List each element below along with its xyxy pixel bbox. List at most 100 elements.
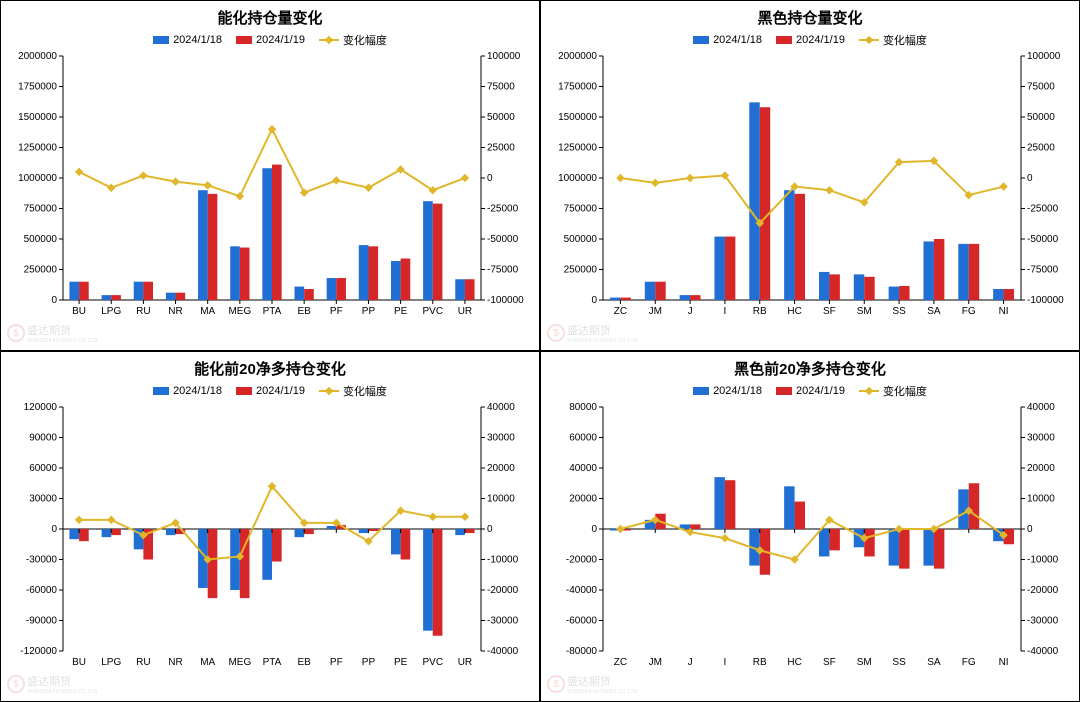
line-marker — [825, 186, 833, 194]
svg-text:NI: NI — [999, 657, 1009, 668]
line-marker — [171, 177, 179, 185]
bar-series2 — [272, 529, 282, 562]
bar-series2 — [655, 282, 665, 300]
line-marker — [461, 513, 469, 521]
svg-text:PVC: PVC — [422, 657, 443, 668]
bar-series1 — [680, 295, 690, 300]
bar-series2 — [304, 529, 314, 534]
svg-text:SA: SA — [927, 657, 941, 668]
svg-text:40000: 40000 — [1027, 403, 1055, 413]
legend-item-bar1: 2024/1/18 — [693, 34, 762, 46]
legend-item-bar1: 2024/1/18 — [153, 34, 222, 46]
chart-svg: -80000-60000-40000-200000200004000060000… — [547, 403, 1073, 673]
svg-text:MA: MA — [200, 657, 215, 668]
line-marker — [461, 174, 469, 182]
change-line — [620, 511, 1003, 560]
bar-series1 — [423, 529, 433, 631]
svg-text:20000: 20000 — [487, 463, 515, 474]
svg-text:ZC: ZC — [614, 306, 627, 317]
bar-series2 — [829, 274, 839, 300]
svg-text:PVC: PVC — [422, 306, 443, 317]
svg-text:1750000: 1750000 — [18, 82, 57, 93]
legend-label: 2024/1/18 — [173, 385, 222, 397]
bar-series2 — [433, 204, 443, 300]
svg-text:0: 0 — [487, 173, 493, 184]
bar-series2 — [1004, 289, 1014, 300]
bar-series2 — [208, 529, 218, 598]
svg-text:RB: RB — [753, 657, 767, 668]
chart-title: 能化前20净多持仓变化 — [7, 358, 533, 379]
line-marker — [364, 184, 372, 192]
chart-panel-br: 黑色前20净多持仓变化 2024/1/182024/1/19.swatch-lin… — [540, 351, 1080, 702]
bar-series2 — [272, 165, 282, 300]
svg-text:-40000: -40000 — [566, 585, 598, 596]
bar-series2 — [829, 529, 839, 550]
bar-series1 — [198, 190, 208, 300]
svg-text:SM: SM — [857, 306, 872, 317]
svg-text:750000: 750000 — [24, 204, 58, 215]
bar-series1 — [819, 529, 829, 556]
bar-series1 — [889, 529, 899, 566]
chart-svg: 0250000500000750000100000012500001500000… — [547, 52, 1073, 322]
svg-text:-10000: -10000 — [487, 555, 519, 566]
watermark: $盛达期货SHENGDA FUTURES CO.,LTD — [7, 673, 97, 695]
svg-text:PP: PP — [362, 657, 376, 668]
legend-label: 2024/1/19 — [796, 385, 845, 397]
svg-text:-80000: -80000 — [566, 646, 598, 657]
svg-text:PTA: PTA — [263, 657, 282, 668]
bar-series1 — [391, 529, 401, 554]
svg-text:-25000: -25000 — [487, 204, 519, 215]
chart-title: 黑色前20净多持仓变化 — [547, 358, 1073, 379]
bar-series1 — [69, 529, 79, 539]
bar-series1 — [423, 201, 433, 300]
bar-series2 — [969, 483, 979, 529]
svg-text:1000000: 1000000 — [558, 173, 597, 184]
bar-series1 — [359, 245, 369, 300]
bar-series2 — [401, 259, 411, 300]
line-marker — [686, 174, 694, 182]
bar-series1 — [327, 526, 337, 529]
svg-text:I: I — [724, 306, 727, 317]
svg-text:120000: 120000 — [24, 403, 58, 413]
bar-series2 — [725, 237, 735, 300]
line-marker — [429, 513, 437, 521]
svg-text:SA: SA — [927, 306, 941, 317]
svg-text:LPG: LPG — [101, 657, 121, 668]
svg-text:SM: SM — [857, 657, 872, 668]
svg-text:SF: SF — [823, 306, 836, 317]
bar-series2 — [969, 244, 979, 300]
chart-svg: -120000-90000-60000-30000030000600009000… — [7, 403, 533, 673]
line-marker — [236, 192, 244, 200]
svg-text:MEG: MEG — [228, 657, 251, 668]
legend-item-line: .swatch-line::before{background:#e0b62a;… — [859, 383, 927, 399]
svg-text:SF: SF — [823, 657, 836, 668]
bar-series1 — [784, 190, 794, 300]
bar-series1 — [889, 287, 899, 300]
bar-series2 — [208, 194, 218, 300]
svg-text:-20000: -20000 — [566, 555, 598, 566]
line-marker — [75, 168, 83, 176]
svg-text:BU: BU — [72, 657, 86, 668]
legend-item-bar1: 2024/1/18 — [153, 385, 222, 397]
svg-text:75000: 75000 — [487, 82, 515, 93]
svg-text:1500000: 1500000 — [18, 112, 57, 123]
svg-text:500000: 500000 — [564, 234, 598, 245]
legend: 2024/1/182024/1/19.swatch-line::before{b… — [547, 383, 1073, 399]
svg-text:-100000: -100000 — [1027, 295, 1064, 306]
bar-series2 — [176, 293, 186, 300]
svg-text:2000000: 2000000 — [18, 52, 57, 62]
bar-series2 — [111, 295, 121, 300]
bar-series1 — [455, 529, 465, 535]
bar-series1 — [714, 237, 724, 300]
bar-series1 — [295, 287, 305, 300]
svg-text:SS: SS — [892, 306, 906, 317]
line-marker — [139, 171, 147, 179]
bar-series1 — [749, 102, 759, 300]
bar-series2 — [111, 529, 121, 535]
svg-text:PF: PF — [330, 657, 343, 668]
svg-text:NR: NR — [168, 657, 182, 668]
svg-text:-90000: -90000 — [26, 616, 58, 627]
line-marker — [107, 184, 115, 192]
svg-text:ZC: ZC — [614, 657, 627, 668]
bar-series2 — [795, 194, 805, 300]
